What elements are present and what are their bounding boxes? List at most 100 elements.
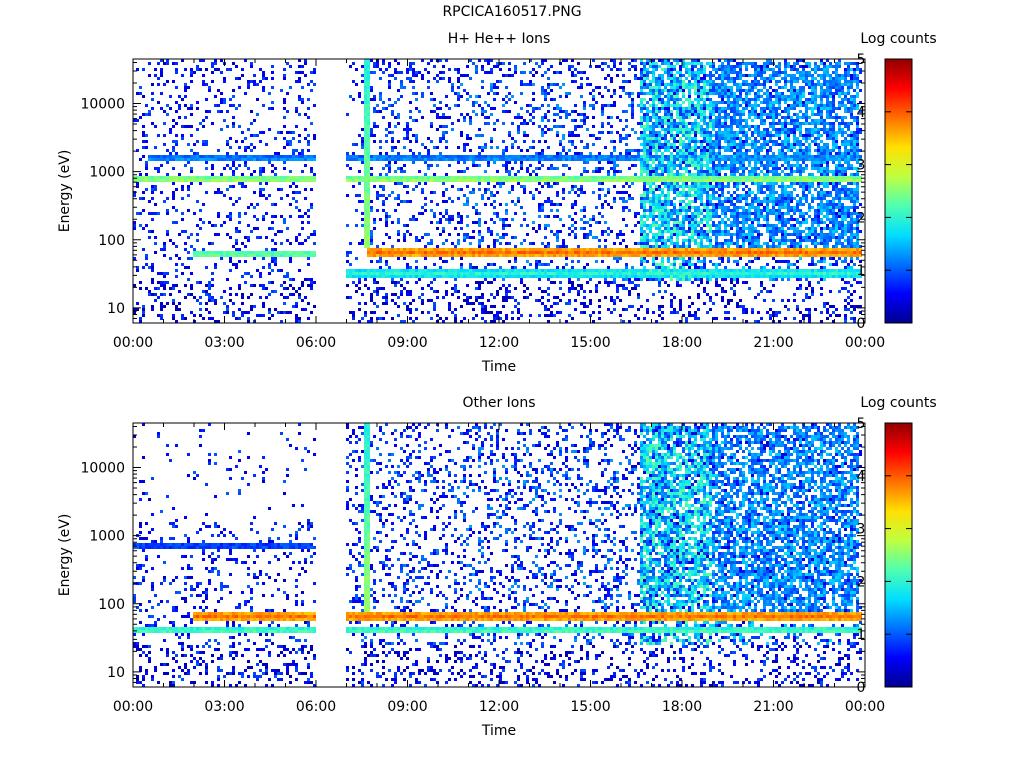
heatmap-cell <box>652 269 655 272</box>
heatmap-cell <box>295 200 298 203</box>
heatmap-cell <box>451 215 454 218</box>
heatmap-cell <box>298 209 301 212</box>
heatmap-cell <box>583 233 586 236</box>
heatmap-cell <box>643 191 646 194</box>
heatmap-cell <box>469 191 472 194</box>
heatmap-cell <box>667 155 670 158</box>
heatmap-cell <box>274 155 277 158</box>
heatmap-cell <box>541 206 544 209</box>
heatmap-cell <box>502 155 505 158</box>
heatmap-cell <box>583 254 586 257</box>
heatmap-cell <box>268 293 271 296</box>
heatmap-cell <box>511 218 514 221</box>
heatmap-cell <box>610 176 613 179</box>
heatmap-cell <box>397 251 400 254</box>
heatmap-cell <box>388 80 391 83</box>
heatmap-cell <box>427 164 430 167</box>
heatmap-cell <box>427 167 430 170</box>
heatmap-cell <box>229 179 232 182</box>
heatmap-cell <box>649 191 652 194</box>
heatmap-cell <box>364 137 367 140</box>
heatmap-cell <box>283 251 286 254</box>
heatmap-cell <box>649 59 652 62</box>
heatmap-cell <box>430 179 433 182</box>
heatmap-cell <box>604 278 607 281</box>
heatmap-cell <box>190 176 193 179</box>
heatmap-cell <box>184 164 187 167</box>
heatmap-cell <box>232 179 235 182</box>
heatmap-cell <box>229 137 232 140</box>
heatmap-cell <box>592 155 595 158</box>
heatmap-cell <box>364 314 367 317</box>
heatmap-cell <box>580 119 583 122</box>
heatmap-cell <box>457 104 460 107</box>
heatmap-cell <box>580 113 583 116</box>
heatmap-cell <box>151 278 154 281</box>
heatmap-cell <box>550 275 553 278</box>
heatmap-cell <box>676 92 679 95</box>
heatmap-cell <box>526 224 529 227</box>
heatmap-cell <box>610 296 613 299</box>
heatmap-cell <box>454 254 457 257</box>
heatmap-cell <box>160 305 163 308</box>
heatmap-cell <box>214 104 217 107</box>
heatmap-cell <box>643 251 646 254</box>
heatmap-cell <box>415 260 418 263</box>
heatmap-cell <box>475 68 478 71</box>
heatmap-cell <box>262 89 265 92</box>
heatmap-cell <box>523 176 526 179</box>
heatmap-cell <box>550 167 553 170</box>
heatmap-cell <box>628 254 631 257</box>
heatmap-cell <box>148 266 151 269</box>
heatmap-cell <box>163 179 166 182</box>
heatmap-cell <box>199 218 202 221</box>
heatmap-cell <box>412 272 415 275</box>
heatmap-cell <box>229 257 232 260</box>
heatmap-cell <box>403 287 406 290</box>
heatmap-cell <box>658 179 661 182</box>
heatmap-cell <box>517 182 520 185</box>
heatmap-cell <box>196 65 199 68</box>
heatmap-cell <box>625 275 628 278</box>
heatmap-cell <box>154 299 157 302</box>
heatmap-cell <box>364 110 367 113</box>
heatmap-cell <box>634 59 637 62</box>
heatmap-cell <box>655 164 658 167</box>
heatmap-cell <box>226 311 229 314</box>
heatmap-cell <box>271 260 274 263</box>
heatmap-cell <box>682 140 685 143</box>
heatmap-cell <box>586 263 589 266</box>
heatmap-cell <box>649 230 652 233</box>
heatmap-cell <box>502 233 505 236</box>
heatmap-cell <box>661 107 664 110</box>
heatmap-cell <box>667 95 670 98</box>
heatmap-cells <box>133 59 862 323</box>
heatmap-cell <box>151 92 154 95</box>
heatmap-cell <box>547 200 550 203</box>
heatmap-cell <box>265 212 268 215</box>
heatmap-cell <box>628 197 631 200</box>
heatmap-cell <box>538 287 541 290</box>
heatmap-cell <box>238 182 241 185</box>
heatmap-cell <box>505 74 508 77</box>
heatmap-cell <box>478 155 481 158</box>
heatmap-cell <box>658 224 661 227</box>
heatmap-cell <box>589 278 592 281</box>
heatmap-cell <box>469 176 472 179</box>
heatmap-cell <box>391 281 394 284</box>
heatmap-cell <box>313 233 316 236</box>
heatmap-cell <box>427 155 430 158</box>
heatmap-cell <box>433 179 436 182</box>
heatmap-cell <box>469 116 472 119</box>
heatmap-cell <box>511 266 514 269</box>
heatmap-cell <box>211 317 214 320</box>
heatmap-cell <box>373 278 376 281</box>
heatmap-cell <box>364 104 367 107</box>
heatmap-cell <box>178 158 181 161</box>
heatmap-cell <box>589 251 592 254</box>
heatmap-cell <box>625 287 628 290</box>
heatmap-cell <box>658 245 661 248</box>
heatmap-cell <box>478 284 481 287</box>
heatmap-cell <box>484 266 487 269</box>
heatmap-cell <box>445 173 448 176</box>
